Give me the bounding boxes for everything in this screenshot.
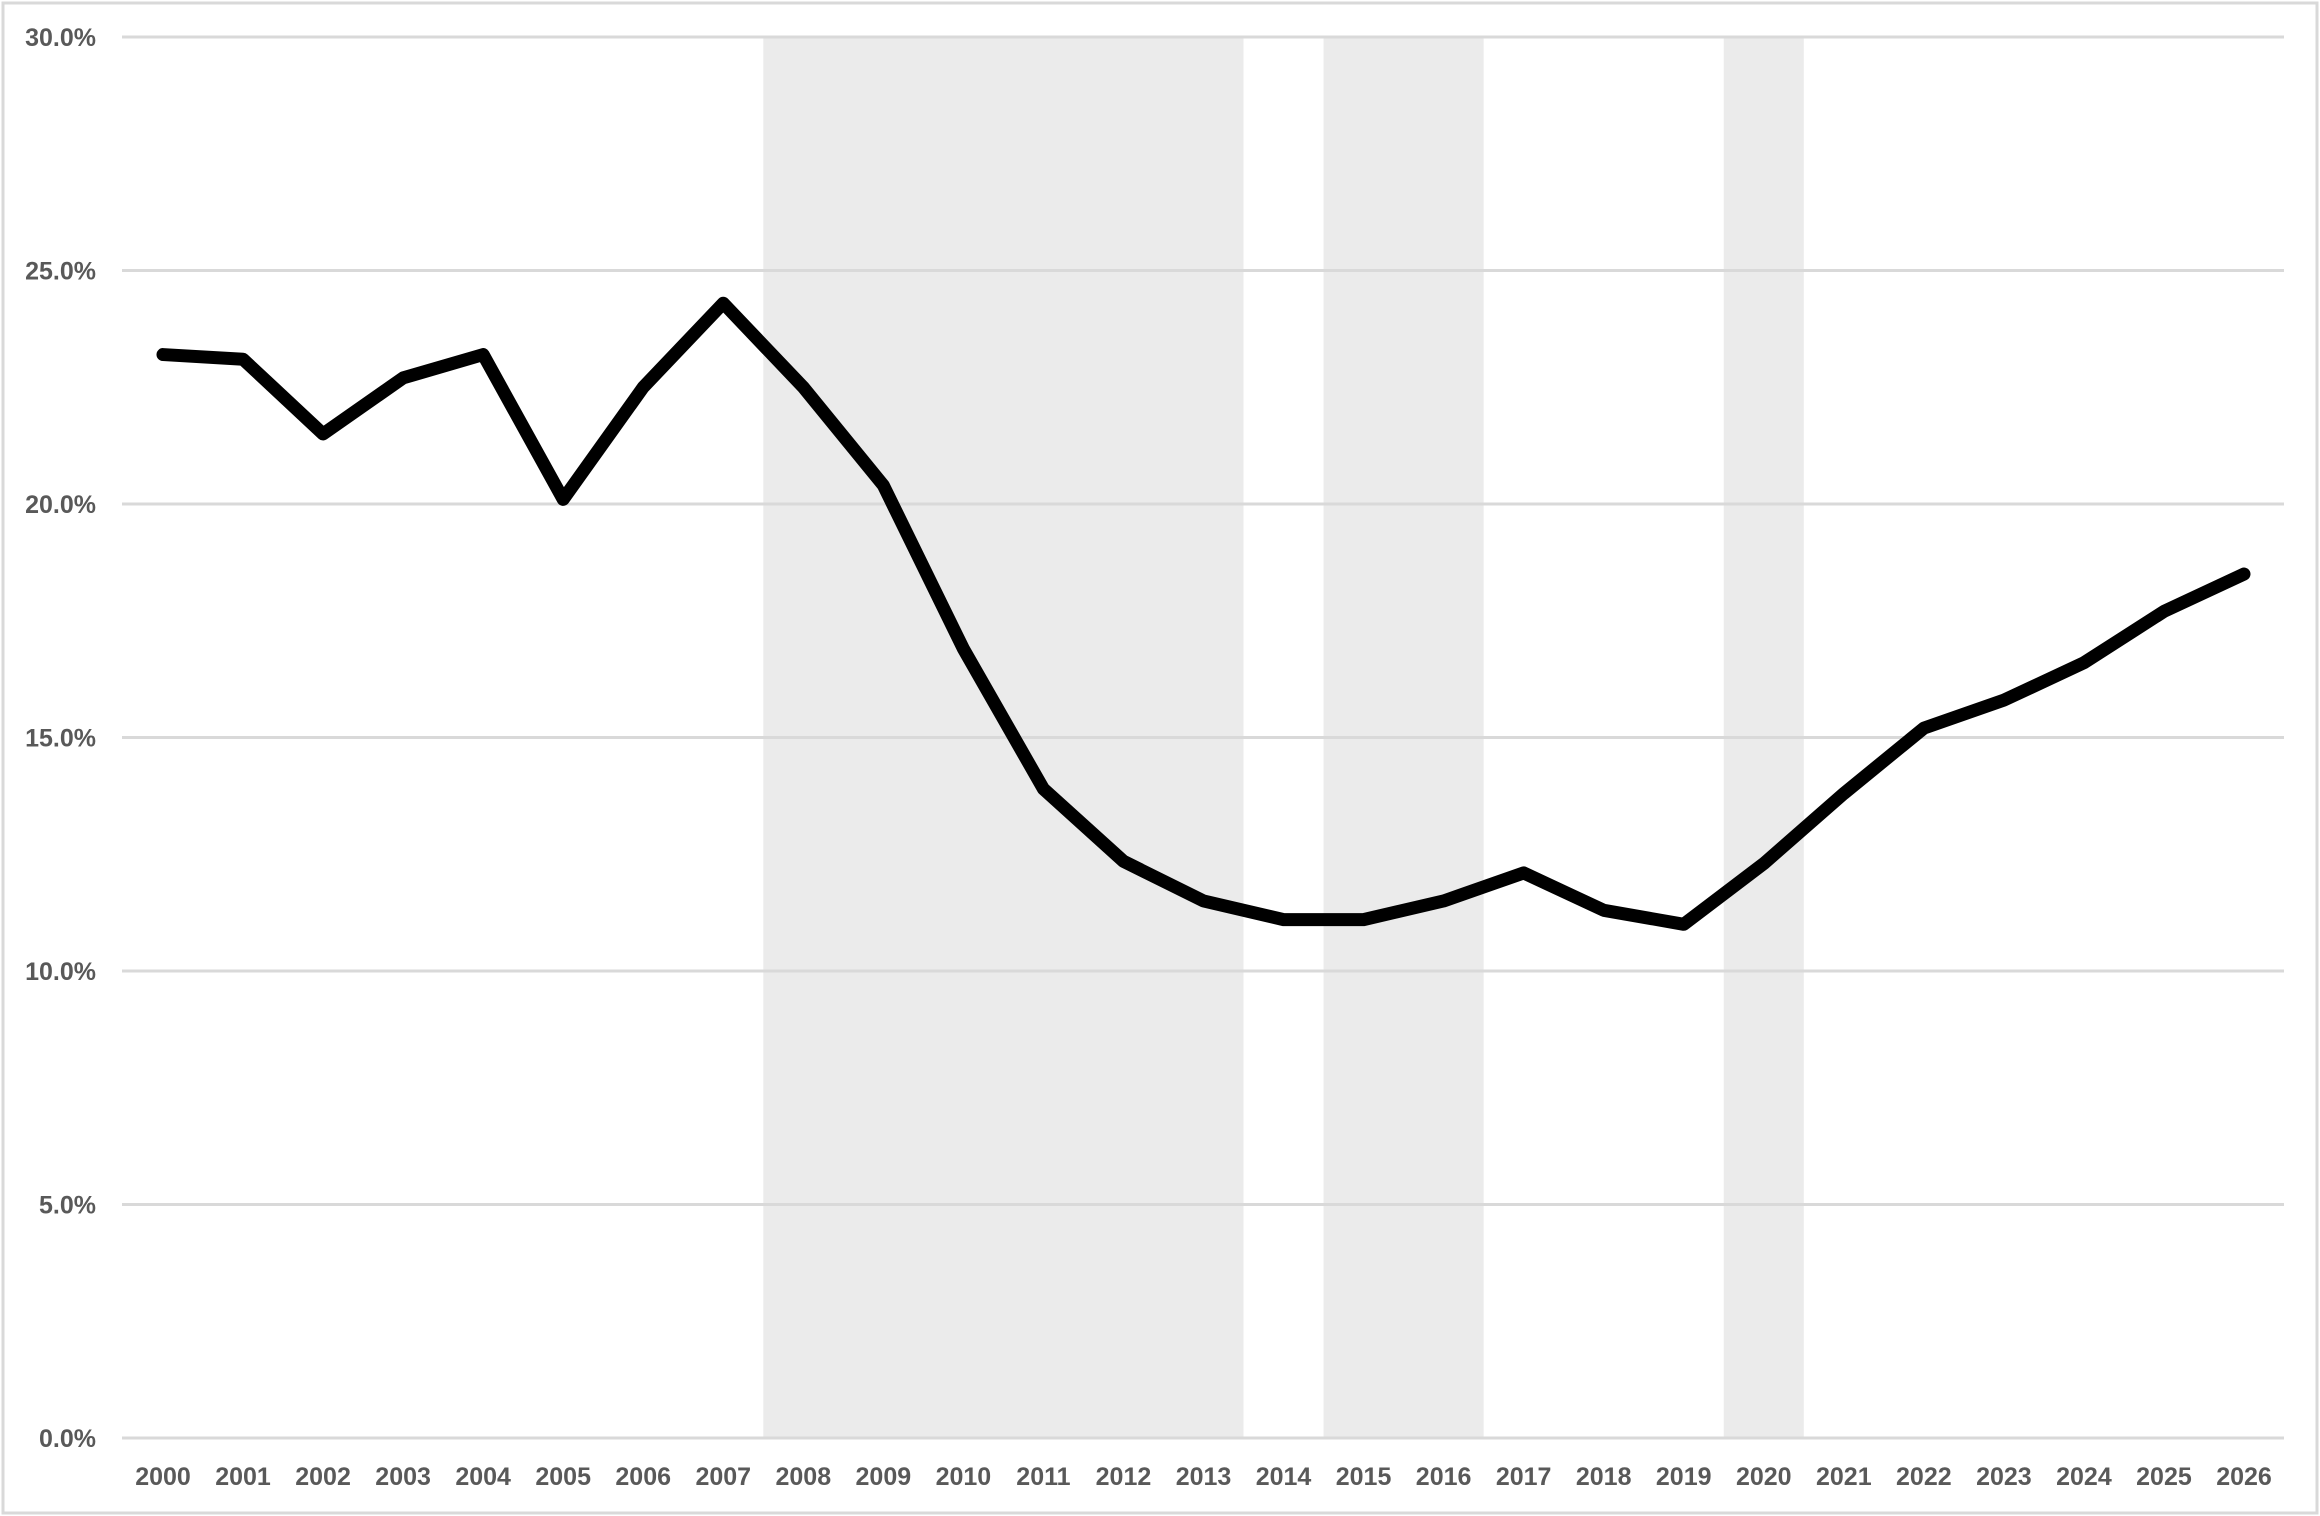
x-tick-label: 2005: [535, 1463, 591, 1491]
x-tick-label: 2017: [1496, 1463, 1552, 1491]
x-tick-label: 2023: [1976, 1463, 2032, 1491]
y-tick-label: 15.0%: [25, 725, 96, 753]
x-tick-label: 2025: [2136, 1463, 2192, 1491]
y-tick-label: 0.0%: [39, 1425, 96, 1453]
y-tick-label: 30.0%: [25, 24, 96, 52]
x-tick-label: 2018: [1576, 1463, 1632, 1491]
x-tick-label: 2016: [1416, 1463, 1472, 1491]
x-tick-label: 2013: [1176, 1463, 1232, 1491]
x-tick-label: 2011: [1016, 1463, 1070, 1491]
x-tick-label: 2007: [695, 1463, 751, 1491]
x-tick-label: 2024: [2056, 1463, 2112, 1491]
x-tick-label: 2010: [936, 1463, 992, 1491]
x-tick-label: 2012: [1096, 1463, 1152, 1491]
x-tick-label: 2000: [135, 1463, 191, 1491]
x-tick-label: 2004: [455, 1463, 511, 1491]
x-tick-label: 2006: [615, 1463, 671, 1491]
x-tick-label: 2002: [295, 1463, 351, 1491]
x-tick-label: 2019: [1656, 1463, 1712, 1491]
y-tick-label: 10.0%: [25, 958, 96, 986]
x-tick-label: 2020: [1736, 1463, 1792, 1491]
x-tick-label: 2003: [375, 1463, 431, 1491]
x-tick-label: 2021: [1816, 1463, 1872, 1491]
x-tick-label: 2001: [215, 1463, 271, 1491]
y-tick-label: 20.0%: [25, 491, 96, 519]
x-tick-label: 2015: [1336, 1463, 1392, 1491]
y-tick-label: 5.0%: [39, 1192, 96, 1220]
x-tick-label: 2009: [856, 1463, 912, 1491]
y-tick-label: 25.0%: [25, 258, 96, 286]
x-tick-label: 2022: [1896, 1463, 1952, 1491]
x-tick-label: 2008: [775, 1463, 831, 1491]
x-tick-label: 2026: [2216, 1463, 2272, 1491]
x-tick-label: 2014: [1256, 1463, 1312, 1491]
